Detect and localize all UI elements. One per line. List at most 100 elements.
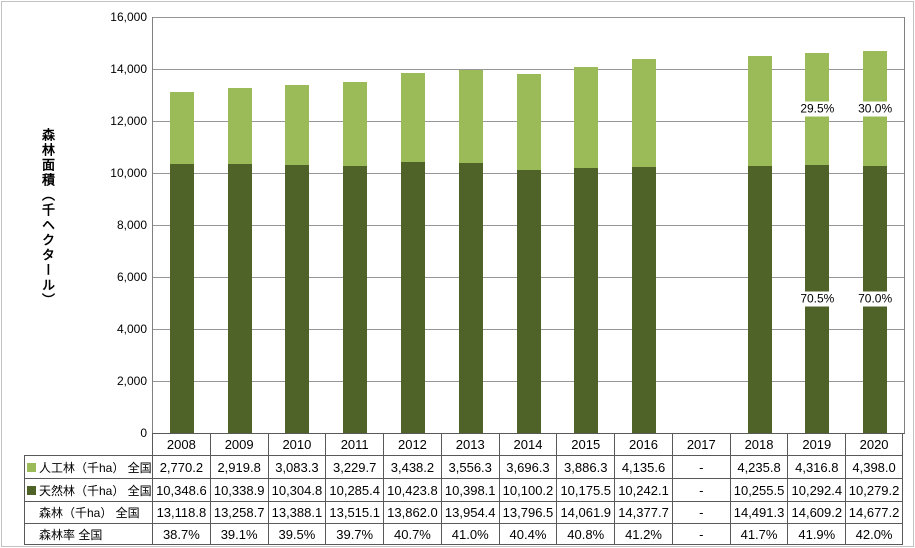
year-header-cell: 2015	[556, 433, 615, 455]
table-cell: 10,279.2	[845, 478, 903, 501]
y-axis-tick-label: 8,000	[116, 218, 147, 232]
table-cell: 2,919.8	[209, 455, 268, 478]
row-label: 森林率 全国	[24, 523, 152, 545]
annotation-label: 70.0%	[856, 291, 895, 307]
y-axis-tick-label: 12,000	[110, 114, 147, 128]
bar-segment-planted-2009	[227, 88, 252, 165]
row-label: 人工林（千ha） 全国	[24, 455, 152, 478]
bar-segment-natural-2011	[343, 165, 368, 433]
table-cell: 14,377.7	[614, 501, 672, 523]
bar-segment-planted-2015	[574, 67, 599, 169]
table-cell: 41.2%	[614, 523, 672, 545]
table-cell: 10,423.8	[383, 478, 441, 501]
year-header-cell: 2008	[152, 433, 210, 455]
year-header-cell: 2009	[209, 433, 268, 455]
table-cell: 13,258.7	[209, 501, 268, 523]
bar-segment-natural-2015	[574, 168, 599, 433]
table-cell: 3,438.2	[383, 455, 441, 478]
year-header-cell: 2016	[614, 433, 672, 455]
y-axis-tick-label: 2,000	[116, 374, 147, 388]
table-cell: 40.7%	[383, 523, 441, 545]
year-header-cell: 2013	[440, 433, 499, 455]
annotation-label: 30.0%	[856, 101, 895, 117]
year-header-cell: 2010	[267, 433, 326, 455]
bar-segment-natural-2012	[400, 161, 425, 433]
bar-segment-planted-2011	[343, 81, 368, 166]
table-cell: 3,083.3	[267, 455, 326, 478]
year-header-cell: 2011	[325, 433, 384, 455]
bar-segment-natural-2016	[632, 166, 657, 433]
gridline	[153, 69, 904, 70]
table-cell: 13,954.4	[440, 501, 499, 523]
bar-segment-planted-2014	[516, 74, 541, 171]
table-cell: -	[671, 523, 730, 545]
bar-segment-natural-2010	[285, 165, 310, 433]
data-table: 2008 2009 2010 2011 2012 2013 2014 2015 2016 2017…	[24, 433, 903, 545]
table-cell: 10,292.4	[787, 478, 846, 501]
y-axis-title: 森林面積（千ヘクタール）	[40, 128, 55, 308]
year-header-cell: 2018	[729, 433, 788, 455]
row-label-text: 森林（千ha） 全国	[39, 506, 140, 520]
y-axis-tick-label: 14,000	[110, 62, 147, 76]
table-cell: 3,556.3	[440, 455, 499, 478]
bar-segment-planted-2008	[169, 91, 194, 164]
row-label: 森林（千ha） 全国	[24, 501, 152, 523]
bar-segment-natural-2013	[458, 162, 483, 433]
bar-segment-natural-2009	[227, 164, 252, 433]
y-axis-tick-label: 4,000	[116, 322, 147, 336]
table-cell: 2,770.2	[152, 455, 210, 478]
annotation-label: 29.5%	[798, 101, 837, 117]
table-cell: 13,862.0	[383, 501, 441, 523]
year-header-cell: 2019	[787, 433, 846, 455]
table-cell: 4,135.6	[614, 455, 672, 478]
table-cell: 40.4%	[498, 523, 557, 545]
bar-segment-natural-2008	[169, 163, 194, 433]
annotation-label: 70.5%	[798, 291, 837, 307]
bar-segment-planted-2010	[285, 84, 310, 166]
table-cell: 14,491.3	[729, 501, 788, 523]
table-cell: 14,677.2	[845, 501, 903, 523]
table-cell: 10,304.8	[267, 478, 326, 501]
bar-segment-planted-2016	[632, 59, 657, 167]
table-cell: 4,316.8	[787, 455, 846, 478]
table-cell: 10,285.4	[325, 478, 384, 501]
table-cell: 40.8%	[556, 523, 615, 545]
table-cell: 42.0%	[845, 523, 903, 545]
table-cell: 39.7%	[325, 523, 384, 545]
table-corner-cell	[24, 433, 152, 455]
table-cell: 10,100.2	[498, 478, 557, 501]
year-header-cell: 2014	[498, 433, 557, 455]
table-cell: 41.7%	[729, 523, 788, 545]
gridline	[153, 17, 904, 18]
legend-marker	[27, 485, 36, 495]
table-cell: 4,398.0	[845, 455, 903, 478]
table-cell: 10,175.5	[556, 478, 615, 501]
y-axis-tick-label: 16,000	[110, 10, 147, 24]
table-cell: 41.0%	[440, 523, 499, 545]
row-label: 天然林（千ha） 全国	[24, 478, 152, 501]
table-cell: 3,886.3	[556, 455, 615, 478]
table-cell: 13,118.8	[152, 501, 210, 523]
row-label-text: 天然林（千ha） 全国	[39, 483, 152, 498]
table-cell: 13,515.1	[325, 501, 384, 523]
bar-segment-planted-2013	[458, 70, 483, 163]
table-cell: -	[671, 455, 730, 478]
table-cell: 3,229.7	[325, 455, 384, 478]
bar-segment-natural-2014	[516, 170, 541, 433]
table-cell: 10,338.9	[209, 478, 268, 501]
table-cell: 38.7%	[152, 523, 210, 545]
table-cell: -	[671, 478, 730, 501]
bar-segment-planted-2018	[747, 56, 772, 167]
y-axis-tick-label: 0	[140, 426, 147, 440]
table-cell: 10,348.6	[152, 478, 210, 501]
table-cell: 39.5%	[267, 523, 326, 545]
table-cell: 14,061.9	[556, 501, 615, 523]
table-cell: 41.9%	[787, 523, 846, 545]
table-cell: 10,255.5	[729, 478, 788, 501]
year-header-cell: 2017	[671, 433, 730, 455]
table-cell: 13,796.5	[498, 501, 557, 523]
plot-area: 29.5% 30.0% 70.5% 70.0%	[152, 17, 905, 434]
legend-marker	[27, 462, 36, 472]
row-label-text: 人工林（千ha） 全国	[39, 460, 152, 475]
